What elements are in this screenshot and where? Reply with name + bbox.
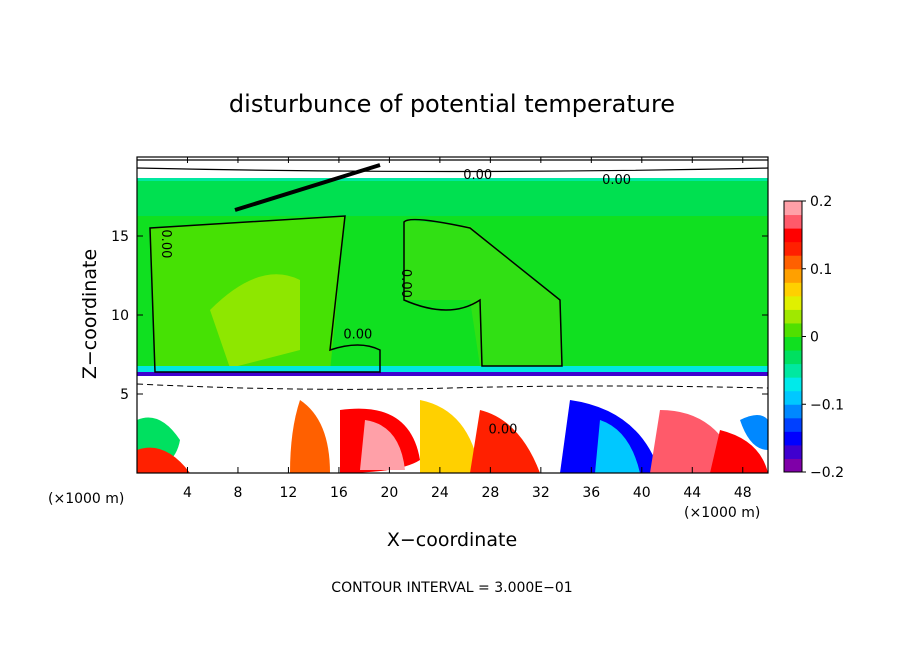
- contour-zero-right: [403, 218, 563, 367]
- blob-mid-1: [290, 400, 330, 473]
- x-axis-label: X−coordinate: [387, 529, 517, 551]
- colorbar-swatch: [784, 336, 802, 351]
- colorbar-swatch: [784, 309, 802, 324]
- contour-label: 0.00: [463, 168, 492, 183]
- colorbar-swatch: [784, 268, 802, 283]
- colorbar-tick-label: −0.2: [810, 465, 844, 481]
- contour-label: 0.00: [489, 423, 518, 438]
- x-tick-label: 8: [233, 485, 242, 501]
- blob-mid-3: [360, 420, 405, 470]
- blob-right-2: [595, 420, 640, 473]
- colorbar-swatch: [784, 444, 802, 459]
- y-tick-label: 5: [120, 387, 129, 403]
- colorbar-swatch: [784, 404, 802, 419]
- x-tick-label: 20: [380, 485, 398, 501]
- colorbar-swatch: [784, 214, 802, 229]
- colorbar-swatch: [784, 431, 802, 446]
- x-tick-label: 4: [183, 485, 192, 501]
- colorbar-swatch: [784, 322, 802, 337]
- x-unit-right: (×1000 m): [684, 505, 760, 521]
- x-tick-label: 48: [734, 485, 752, 501]
- contour-zero-left: [149, 215, 381, 373]
- colorbar-tick-label: 0: [810, 330, 819, 346]
- y-axis: 5 10 15: [111, 229, 768, 403]
- field-cyan-line: [137, 366, 768, 372]
- blob-right-4: [710, 430, 768, 473]
- contour-top: [137, 159, 768, 173]
- chart-title: disturbunce of potential temperature: [229, 90, 675, 118]
- colorbar-swatch: [784, 350, 802, 365]
- x-unit-left: (×1000 m): [48, 491, 124, 507]
- field-yellowish-patch: [210, 274, 300, 368]
- colorbar-swatch: [784, 390, 802, 405]
- colorbar-swatch: [784, 458, 802, 473]
- x-tick-label: 24: [431, 485, 449, 501]
- colorbar-swatch: [784, 295, 802, 310]
- field-purple-line: [137, 372, 768, 376]
- colorbar-swatch: [784, 417, 802, 432]
- colorbar-tick-label: 0.1: [810, 262, 832, 278]
- colorbar-swatch: [784, 241, 802, 256]
- colorbar-swatch: [784, 363, 802, 378]
- colorbar-swatch: [784, 201, 802, 216]
- x-tick-label: 40: [633, 485, 651, 501]
- colorbar: 0.2 0.1 0 −0.1 −0.2: [783, 194, 844, 481]
- contour-label: 0.00: [158, 229, 173, 258]
- y-tick-label: 15: [111, 229, 129, 245]
- contour-label: 0.00: [343, 328, 372, 343]
- x-axis: 4 8 12 16 20 24 28 32 36 40 44 48: [183, 157, 752, 501]
- colorbar-swatch: [784, 228, 802, 243]
- colorbar-swatch: [784, 282, 802, 297]
- blob-left-2: [137, 447, 190, 473]
- contour-label: 0.00: [602, 173, 631, 188]
- blob-mid-5: [470, 410, 540, 473]
- contour-interval-text: CONTOUR INTERVAL = 3.000E−01: [331, 580, 572, 596]
- colorbar-tick-label: 0.2: [810, 194, 832, 210]
- blob-right-5: [740, 415, 768, 450]
- field-top-band: [137, 180, 768, 216]
- x-tick-label: 44: [683, 485, 701, 501]
- x-tick-label: 16: [330, 485, 348, 501]
- colorbar-swatch: [784, 255, 802, 270]
- x-tick-label: 28: [481, 485, 499, 501]
- contour-dashed: [137, 383, 768, 390]
- field-cyan-streak: [137, 178, 768, 181]
- blob-mid-4: [420, 400, 480, 473]
- y-tick-label: 10: [111, 308, 129, 324]
- colorbar-swatch: [784, 377, 802, 392]
- x-tick-label: 36: [582, 485, 600, 501]
- contour-labels: 0.00 0.00 0.00 0.00 0.00 0.00: [158, 168, 631, 437]
- plot-area: [137, 157, 768, 473]
- field-top-strip: [137, 157, 768, 181]
- x-tick-label: 12: [280, 485, 298, 501]
- colorbar-tick-label: −0.1: [810, 397, 844, 413]
- contour-label: 0.00: [398, 269, 413, 298]
- field-right-region: [404, 220, 562, 366]
- y-axis-label: Z−coordinate: [79, 249, 101, 379]
- x-tick-label: 32: [532, 485, 550, 501]
